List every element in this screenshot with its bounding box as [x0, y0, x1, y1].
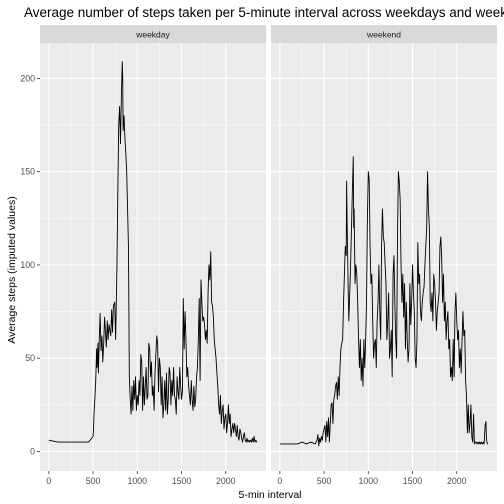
- y-tick-label: 50: [25, 353, 35, 363]
- panel-background: [271, 43, 497, 471]
- x-tick-label: 2000: [447, 476, 467, 486]
- x-tick-label: 500: [86, 476, 101, 486]
- y-tick-label: 0: [30, 446, 35, 456]
- chart-title: Average number of steps taken per 5-minu…: [24, 5, 504, 20]
- y-tick-label: 200: [20, 73, 35, 83]
- x-axis-title: 5-min interval: [238, 489, 301, 501]
- strip-label-weekend: weekend: [366, 30, 401, 40]
- x-tick-label: 2000: [216, 476, 236, 486]
- strip-label-weekday: weekday: [135, 30, 170, 40]
- x-tick-label: 500: [317, 476, 332, 486]
- x-tick-label: 1000: [359, 476, 379, 486]
- panels: weekday 0 500 1000 1500 2000 0 50 100 150 200 weeke…: [20, 25, 497, 486]
- y-tick-label: 150: [20, 167, 35, 177]
- y-axis-title: Average steps (imputed values): [6, 196, 18, 343]
- panel-background: [40, 43, 266, 471]
- x-tick-label: 1500: [403, 476, 423, 486]
- x-tick-label: 0: [277, 476, 282, 486]
- x-tick-label: 1000: [128, 476, 148, 486]
- panel-weekend: weekend 0 500 1000 1500 2000: [271, 25, 497, 486]
- panel-weekday: weekday 0 500 1000 1500 2000 0 50 100 150 200: [20, 25, 266, 486]
- x-tick-label: 0: [46, 476, 51, 486]
- x-tick-label: 1500: [172, 476, 192, 486]
- y-tick-label: 100: [20, 260, 35, 270]
